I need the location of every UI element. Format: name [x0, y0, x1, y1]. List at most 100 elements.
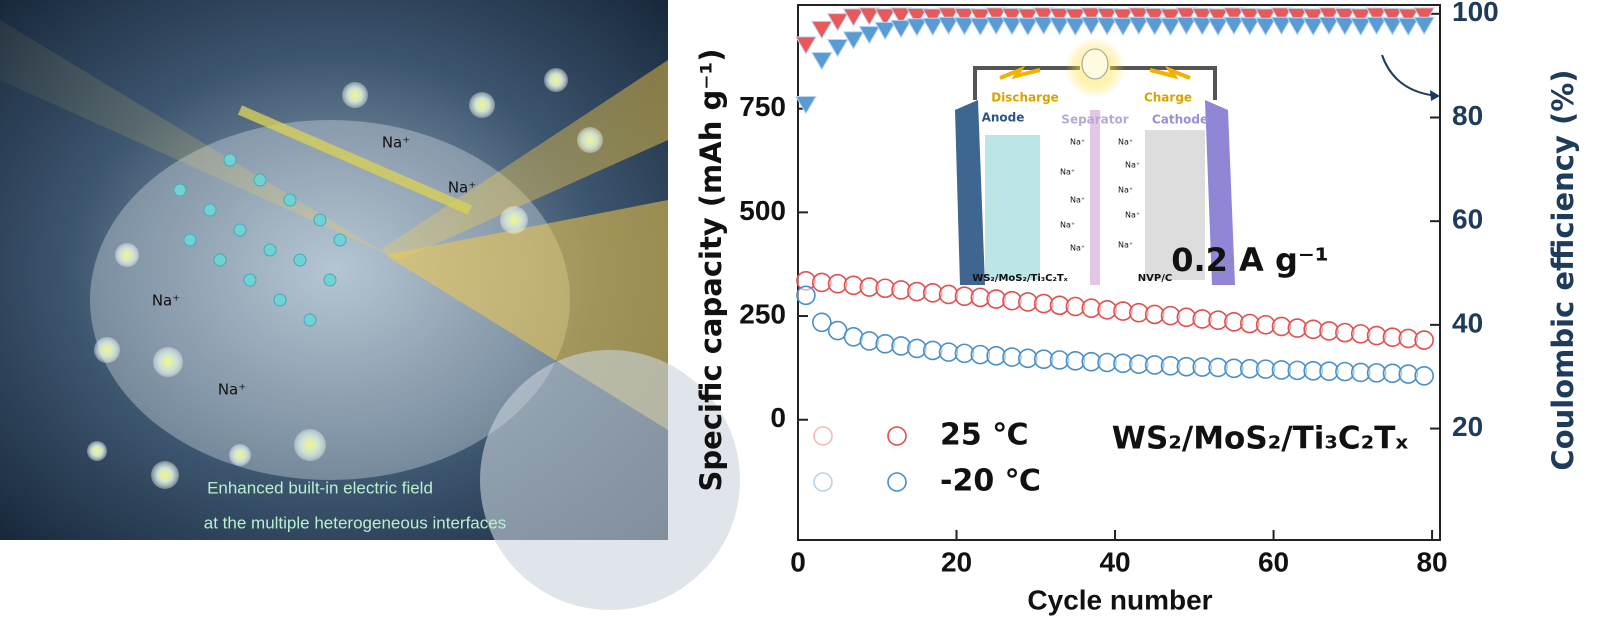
point [858, 26, 881, 45]
inset-ion: Na⁺ [1070, 244, 1085, 253]
y2-axis-label: Coulombic efficiency (%) [1546, 69, 1580, 470]
inset-ion: Na⁺ [1070, 196, 1085, 205]
point [1048, 7, 1071, 27]
point [1191, 7, 1214, 27]
point [810, 51, 833, 71]
point [1080, 16, 1103, 36]
axis-arrow [1381, 54, 1439, 97]
inset-ion: Na⁺ [1118, 186, 1133, 195]
point [859, 331, 880, 351]
ion-label: Na⁺ [218, 381, 246, 399]
ion-label: Na⁺ [448, 179, 476, 197]
point [795, 36, 817, 55]
point [795, 96, 817, 115]
inset-ion: Na⁺ [1125, 211, 1140, 220]
point [1096, 7, 1118, 27]
legend-label: -20 ℃ [940, 464, 1041, 499]
point [1349, 8, 1372, 27]
point [1397, 17, 1420, 37]
point [1238, 17, 1261, 36]
legend-label: 25 ℃ [940, 418, 1029, 453]
inset-ion: Na⁺ [1060, 221, 1075, 230]
point [1191, 17, 1214, 36]
point [1159, 8, 1182, 27]
inset-ion: Na⁺ [1118, 241, 1133, 250]
caption: Enhanced built-in electric field [207, 478, 433, 497]
caption: at the multiple heterogeneous interfaces [204, 513, 506, 532]
point [1413, 16, 1436, 36]
y-tick-label: 500 [739, 195, 786, 226]
inset-label: Cathode [1152, 113, 1208, 127]
point [1238, 7, 1261, 27]
legend-marker [813, 426, 833, 446]
point [1334, 7, 1356, 27]
point [937, 16, 960, 36]
point [1381, 17, 1404, 36]
axis-arrow-head [1430, 90, 1440, 101]
point [921, 17, 944, 37]
point [1413, 7, 1436, 26]
point [1064, 8, 1087, 27]
point [826, 13, 849, 32]
point [1318, 16, 1340, 36]
y-tick-label: 750 [739, 91, 786, 122]
x-tick-label: 0 [790, 546, 806, 577]
point [874, 21, 897, 41]
point [1096, 17, 1118, 36]
point [890, 19, 912, 39]
point [842, 8, 865, 27]
inset-schematic: Discharge Charge Anode Separator Cathode… [955, 38, 1235, 285]
inset-ion: Na⁺ [1060, 168, 1075, 177]
point [1334, 17, 1356, 36]
inset-label: Separator [1061, 113, 1128, 127]
point [1270, 16, 1293, 36]
point [953, 7, 976, 27]
annotation: WS₂/MoS₂/Ti₃C₂Tₓ [1112, 421, 1409, 457]
point [1397, 8, 1420, 27]
point [1127, 7, 1150, 26]
point [1286, 17, 1309, 36]
y-tick-label: 250 [739, 298, 786, 329]
point [1112, 17, 1134, 37]
point [1286, 7, 1309, 27]
point [1112, 8, 1134, 27]
x-tick-label: 60 [1258, 546, 1289, 577]
point [1318, 7, 1340, 26]
point [1032, 16, 1055, 36]
point [1365, 7, 1388, 26]
point [906, 18, 928, 37]
point [1032, 7, 1055, 26]
point [1016, 17, 1039, 37]
point [1127, 16, 1150, 36]
point [1001, 7, 1023, 27]
point [826, 39, 849, 58]
y2-tick-label: 80 [1452, 100, 1483, 131]
point [985, 7, 1008, 26]
point [985, 16, 1008, 36]
point [1254, 17, 1277, 37]
point [1159, 17, 1182, 37]
point [890, 7, 912, 26]
point [1349, 17, 1372, 37]
point [1016, 8, 1039, 27]
x-axis-label: Cycle number [1027, 584, 1212, 615]
point [810, 20, 833, 40]
point [1207, 8, 1229, 27]
point [1175, 7, 1198, 26]
point [1414, 365, 1434, 386]
inset-ion: Na⁺ [1118, 138, 1133, 147]
point [1175, 16, 1198, 36]
point [1270, 7, 1293, 26]
point [1207, 17, 1229, 37]
point [921, 8, 944, 27]
point [1365, 16, 1388, 36]
ion-label: Na⁺ [152, 292, 180, 310]
point [874, 8, 897, 27]
point [842, 31, 865, 50]
point [1001, 17, 1023, 36]
point [811, 312, 832, 333]
y2-tick-label: 40 [1452, 307, 1483, 338]
legend-marker [887, 426, 907, 446]
point [1143, 17, 1166, 36]
